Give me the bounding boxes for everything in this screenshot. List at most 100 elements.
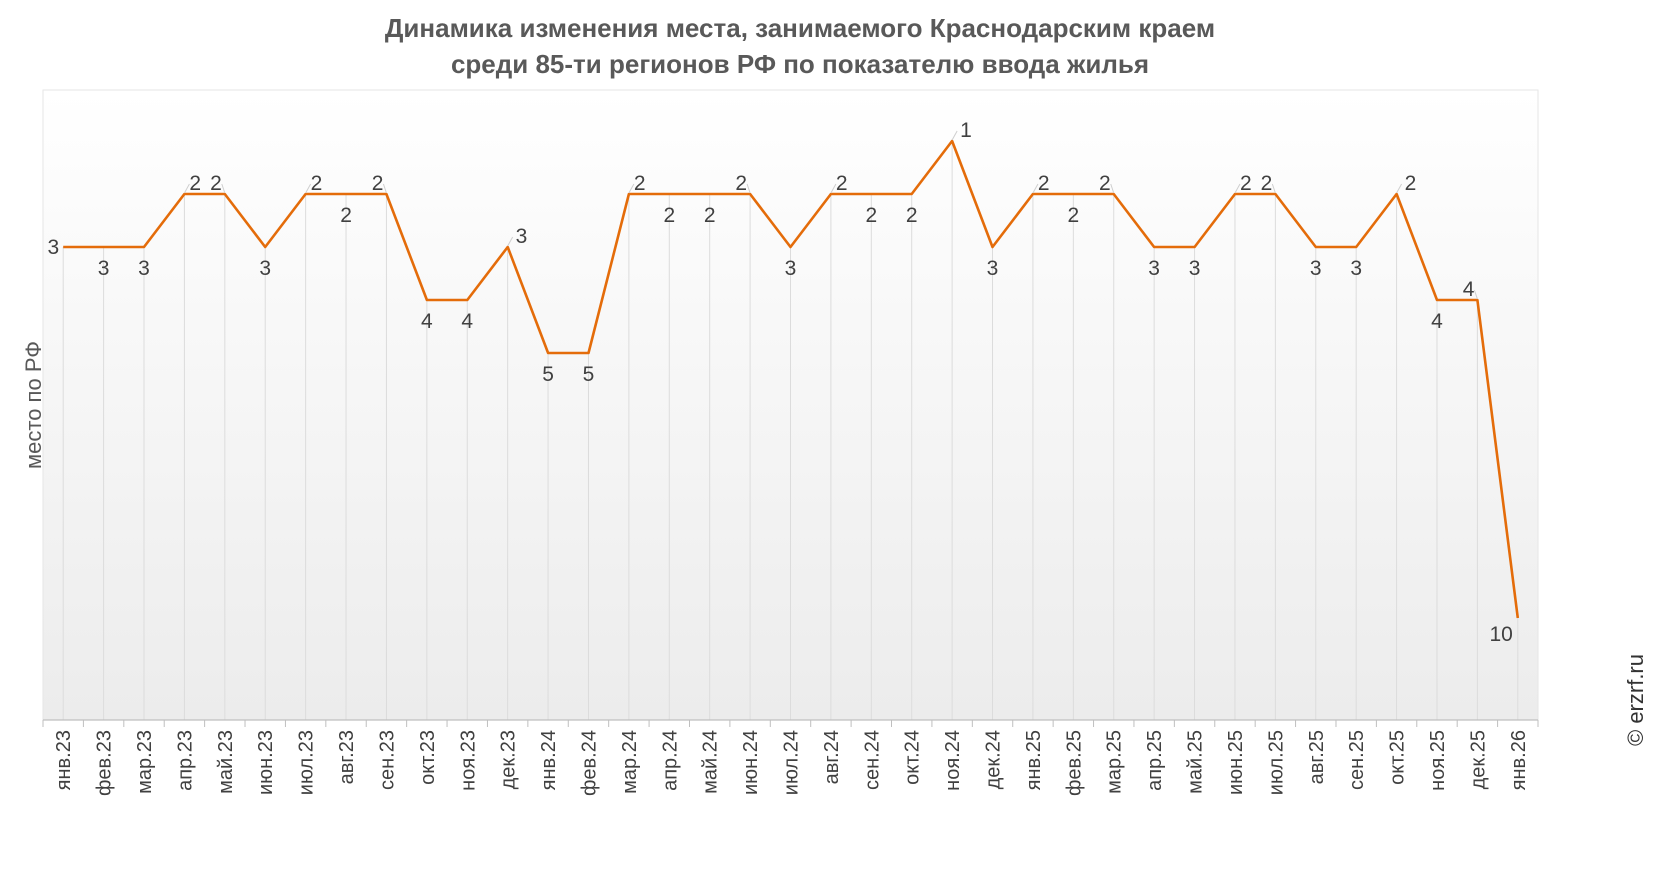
x-tick-label: дек.25 xyxy=(1467,730,1489,789)
data-label: 3 xyxy=(1310,257,1322,280)
x-tick-label: сен.24 xyxy=(861,730,883,790)
label-leader xyxy=(951,130,958,141)
x-tick-label: ноя.23 xyxy=(457,730,479,791)
data-label: 3 xyxy=(1350,257,1362,280)
label-leader xyxy=(382,183,387,194)
series-line xyxy=(63,139,1520,619)
x-tick-label: мар.23 xyxy=(134,730,156,794)
label-leader xyxy=(221,183,226,194)
data-label: 2 xyxy=(1099,172,1111,195)
x-tick-label: янв.24 xyxy=(538,730,560,790)
x-tick-label: ноя.24 xyxy=(942,730,964,791)
data-label: 2 xyxy=(189,172,201,195)
data-label: 5 xyxy=(542,363,554,386)
label-leader xyxy=(1271,183,1276,194)
x-tick-label: апр.24 xyxy=(659,730,681,791)
x-tick-label: авг.23 xyxy=(336,730,358,784)
x-tick-label: май.24 xyxy=(700,730,722,794)
x-tick-label: апр.23 xyxy=(174,730,196,791)
watermark: © erzrf.ru xyxy=(1623,654,1648,746)
data-label: 2 xyxy=(634,172,646,195)
x-tick-label: окт.24 xyxy=(902,730,924,785)
chart-title-line-1: Динамика изменения места, занимаемого Кр… xyxy=(384,13,1216,43)
data-label: 2 xyxy=(836,172,848,195)
data-label: 3 xyxy=(138,257,150,280)
label-leader xyxy=(1473,289,1478,300)
data-label: 4 xyxy=(421,310,433,333)
x-tick-label: апр.25 xyxy=(1144,730,1166,791)
chart-title: Динамика изменения места, занимаемого Кр… xyxy=(0,10,1600,82)
label-leader xyxy=(1110,183,1115,194)
x-tick-label: фев.24 xyxy=(578,730,600,796)
data-label: 2 xyxy=(340,204,352,227)
data-label: 3 xyxy=(1148,257,1160,280)
x-tick-label: май.23 xyxy=(215,730,237,794)
data-label: 3 xyxy=(259,257,271,280)
data-label: 2 xyxy=(906,204,918,227)
x-tick-label: июн.23 xyxy=(255,730,277,795)
x-axis-labels: янв.23 фев.23 мар.23 апр.23 май.23 июн.23 июл.… xyxy=(53,730,1530,796)
data-label: 1 xyxy=(960,119,972,142)
x-tick-label: окт.23 xyxy=(417,730,439,785)
x-tick-label: янв.25 xyxy=(1023,730,1045,790)
x-tick-label: сен.23 xyxy=(376,730,398,790)
data-label: 2 xyxy=(1405,172,1417,195)
x-tick-label: авг.24 xyxy=(821,730,843,784)
label-leader xyxy=(305,183,312,194)
x-tick-label: мар.24 xyxy=(619,730,641,794)
data-label: 2 xyxy=(1038,172,1050,195)
data-label: 2 xyxy=(311,172,323,195)
label-leader xyxy=(507,236,514,247)
data-label: 3 xyxy=(48,236,60,259)
label-leader xyxy=(746,183,751,194)
data-label: 5 xyxy=(583,363,595,386)
data-label: 3 xyxy=(1189,257,1201,280)
x-tick-label: авг.25 xyxy=(1306,730,1328,784)
data-label: 2 xyxy=(372,172,384,195)
x-tick-label: фев.23 xyxy=(94,730,116,796)
x-tick-label: дек.24 xyxy=(983,730,1005,789)
data-label: 2 xyxy=(865,204,877,227)
x-tick-label: июл.23 xyxy=(296,730,318,795)
data-label: 4 xyxy=(461,310,473,333)
x-tick-label: янв.23 xyxy=(53,730,75,790)
data-label: 2 xyxy=(663,204,675,227)
x-tick-label: янв.26 xyxy=(1508,730,1530,790)
data-label: 10 xyxy=(1489,623,1512,646)
x-tick-label: июл.25 xyxy=(1265,730,1287,795)
label-leader xyxy=(628,183,635,194)
data-label: 3 xyxy=(516,225,528,248)
data-label: 2 xyxy=(735,172,747,195)
data-label: 2 xyxy=(1067,204,1079,227)
data-label: 3 xyxy=(98,257,110,280)
x-tick-label: мар.25 xyxy=(1104,730,1126,794)
label-leader xyxy=(1396,183,1403,194)
x-tick-label: июн.25 xyxy=(1225,730,1247,795)
x-tick-label: июл.24 xyxy=(781,730,803,795)
label-leader xyxy=(183,183,190,194)
x-axis-ticks xyxy=(42,720,1539,727)
grid-lines xyxy=(62,141,1519,720)
label-leader-lines xyxy=(183,130,1478,300)
data-label: 4 xyxy=(1431,310,1443,333)
data-label: 3 xyxy=(785,257,797,280)
chart-title-line-2: среди 85-ти регионов РФ по показателю вв… xyxy=(450,49,1150,79)
label-leader xyxy=(830,183,837,194)
x-tick-label: ноя.25 xyxy=(1427,730,1449,791)
x-tick-label: дек.23 xyxy=(498,730,520,789)
data-label: 4 xyxy=(1463,278,1475,301)
x-tick-label: май.25 xyxy=(1185,730,1207,794)
x-tick-label: фев.25 xyxy=(1063,730,1085,796)
data-label: 2 xyxy=(704,204,716,227)
data-label: 2 xyxy=(210,172,222,195)
data-label: 3 xyxy=(987,257,999,280)
label-leader xyxy=(1032,183,1039,194)
data-label: 2 xyxy=(1240,172,1252,195)
label-leader xyxy=(1234,183,1241,194)
x-tick-label: окт.25 xyxy=(1387,730,1409,785)
data-label: 2 xyxy=(1261,172,1273,195)
x-tick-label: сен.25 xyxy=(1346,730,1368,790)
x-tick-label: июн.24 xyxy=(740,730,762,795)
